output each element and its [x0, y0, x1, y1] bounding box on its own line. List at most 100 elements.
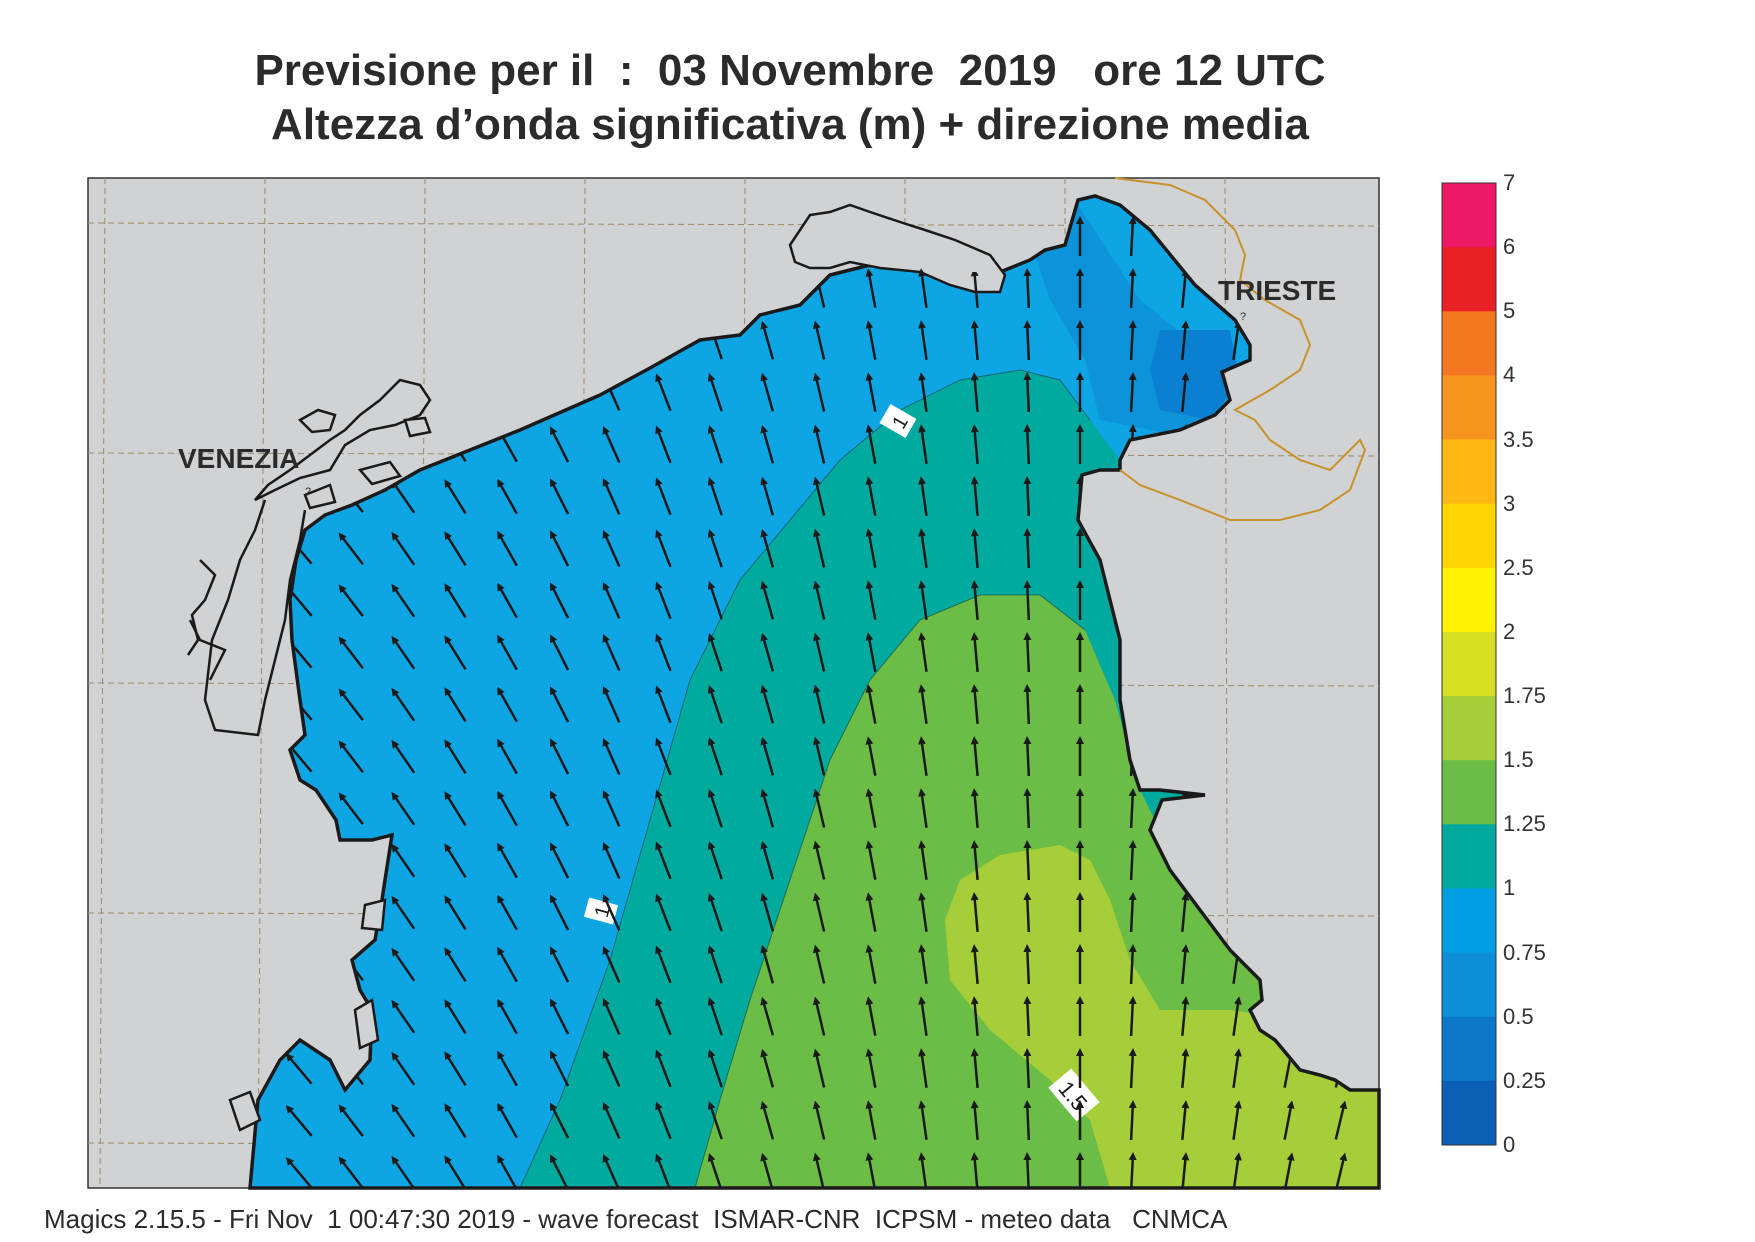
- wave-arrow: [444, 1155, 467, 1188]
- legend-swatch: [1442, 631, 1496, 697]
- legend-label: 5: [1503, 298, 1516, 324]
- wave-arrow: [707, 685, 723, 724]
- legend-swatch: [1442, 247, 1496, 312]
- wave-arrow: [707, 633, 723, 672]
- legend-swatch: [1442, 824, 1496, 889]
- wave-arrow: [550, 790, 570, 827]
- wave-arrow: [1128, 1048, 1137, 1089]
- wave-arrow: [865, 528, 877, 568]
- wave-arrow: [918, 580, 928, 620]
- wave-arrow: [918, 840, 928, 880]
- wave-arrow: [391, 583, 416, 618]
- wave-arrow: [602, 685, 621, 723]
- wave-arrow: [550, 946, 570, 983]
- wave-arrow: [812, 476, 826, 516]
- sea-zone-025-05: [1150, 330, 1240, 420]
- wave-arrow: [655, 841, 672, 880]
- legend-swatch: [1442, 888, 1496, 954]
- wave-arrow: [918, 736, 928, 776]
- wave-arrow: [444, 1051, 467, 1086]
- wave-arrow: [918, 1152, 928, 1188]
- wave-arrow: [1128, 944, 1137, 985]
- wave-arrow: [391, 843, 416, 878]
- contour-label: 1: [583, 897, 619, 925]
- wave-arrow: [338, 792, 364, 826]
- wave-arrow: [655, 529, 672, 568]
- wave-arrow: [497, 998, 518, 1035]
- wave-arrow: [812, 528, 826, 568]
- wave-arrow: [655, 373, 672, 412]
- wave-arrow: [1128, 1100, 1137, 1141]
- wave-arrow: [550, 738, 570, 775]
- wave-arrow: [760, 476, 775, 516]
- wave-arrow: [918, 424, 928, 464]
- wave-arrow: [285, 1157, 313, 1188]
- wave-arrow: [707, 1101, 723, 1140]
- wave-arrow: [1128, 892, 1137, 933]
- wave-arrow: [338, 532, 364, 566]
- wave-arrow: [497, 738, 518, 775]
- wave-arrow: [338, 1156, 364, 1188]
- sea-zone-15-175: [945, 845, 1379, 1188]
- wave-arrow: [760, 840, 775, 880]
- wave-arrow: [444, 479, 467, 514]
- wave-arrow: [1023, 840, 1032, 881]
- wave-arrow: [918, 944, 928, 984]
- wave-arrow: [1232, 1152, 1242, 1188]
- wave-arrow: [812, 736, 826, 776]
- wave-arrow: [970, 944, 979, 985]
- wave-arrow: [865, 1048, 877, 1088]
- wave-arrow: [602, 1101, 621, 1139]
- wave-arrow: [970, 840, 979, 881]
- wave-arrow: [760, 320, 775, 360]
- wave-arrow: [550, 686, 570, 723]
- wave-arrow: [812, 840, 826, 880]
- wave-arrow: [1334, 1100, 1348, 1140]
- wave-arrow: [285, 741, 313, 773]
- wave-arrow: [760, 580, 775, 620]
- legend-label: 1.25: [1503, 811, 1546, 837]
- wave-arrow: [550, 530, 570, 567]
- legend-swatch: [1442, 503, 1496, 569]
- wave-arrow: [602, 529, 621, 567]
- wave-arrow: [865, 944, 877, 984]
- wave-arrow: [865, 684, 877, 724]
- wave-arrow: [1023, 996, 1032, 1037]
- legend-swatch: [1442, 1080, 1496, 1146]
- wave-arrow: [655, 789, 672, 828]
- legend-label: 1.5: [1503, 747, 1534, 773]
- wave-arrow: [444, 687, 467, 722]
- legend-label: 2: [1503, 618, 1516, 644]
- wave-arrow: [550, 1050, 570, 1087]
- wave-arrow: [655, 477, 672, 516]
- wave-arrow: [550, 1102, 570, 1139]
- wave-arrow: [497, 530, 518, 567]
- legend-swatch: [1442, 311, 1496, 376]
- wave-arrow: [655, 893, 672, 932]
- wave-arrow: [497, 478, 518, 515]
- wave-arrow: [285, 1053, 313, 1085]
- wave-arrow: [812, 424, 826, 464]
- wave-arrow: [865, 840, 877, 880]
- wave-arrow: [760, 736, 775, 776]
- wave-arrow: [1128, 268, 1137, 309]
- wave-arrow: [444, 635, 467, 670]
- wave-arrow: [812, 996, 826, 1036]
- wave-arrow: [970, 372, 979, 413]
- wave-arrow: [865, 580, 877, 620]
- legend-label: 0: [1503, 1132, 1516, 1157]
- wave-arrow: [865, 1152, 877, 1188]
- wave-arrow: [970, 1048, 979, 1089]
- wave-arrow: [812, 788, 826, 828]
- wave-arrow: [918, 996, 928, 1036]
- wave-arrow: [760, 1048, 775, 1088]
- wave-arrow: [444, 999, 467, 1034]
- map-title: Previsione per il : 03 Novembre 2019 ore…: [254, 46, 1326, 95]
- wave-arrow: [602, 633, 621, 671]
- wave-arrow: [655, 997, 672, 1036]
- wave-arrow: [391, 999, 416, 1034]
- wave-arrow: [391, 895, 416, 930]
- legend-swatch: [1442, 183, 1496, 248]
- wave-arrow: [1181, 996, 1190, 1037]
